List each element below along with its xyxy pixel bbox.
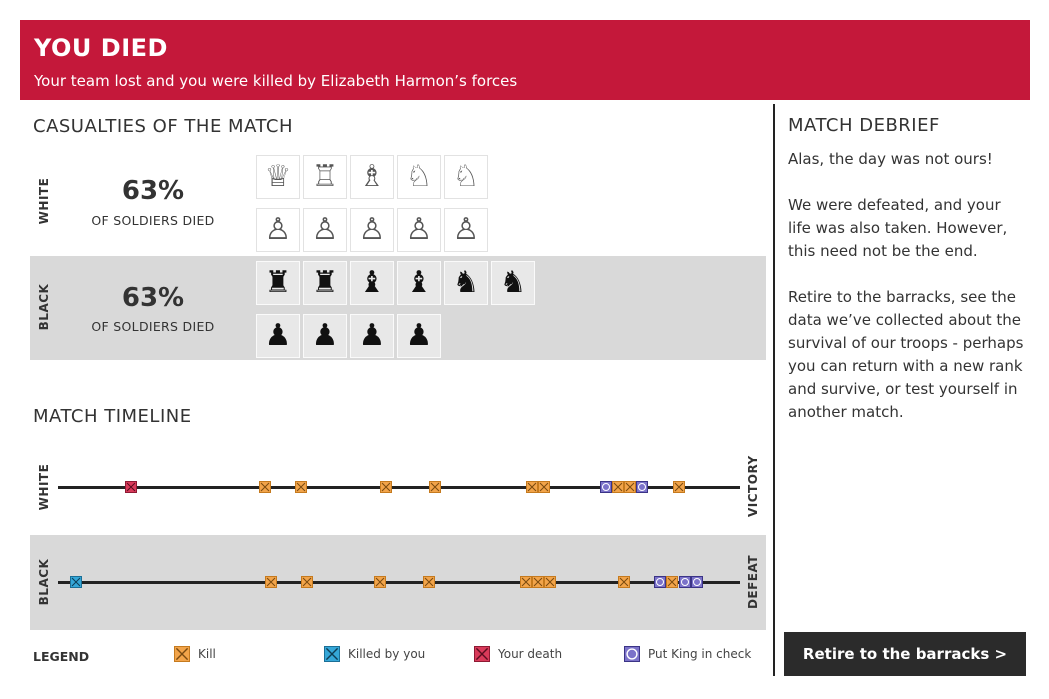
legend-your-death: Your death	[474, 646, 562, 662]
black-rook-piece-icon: ♜	[303, 261, 347, 305]
white-knight-piece-icon: ♘	[397, 155, 441, 199]
killed-by-you-marker-icon	[324, 646, 340, 662]
legend-your-death-label: Your death	[498, 647, 563, 661]
black-pawn-piece-icon: ♟	[256, 314, 300, 358]
white-pawn-piece-icon: ♙	[397, 208, 441, 252]
white-kill-marker-icon	[429, 481, 441, 493]
black-bishop-piece-icon: ♝	[350, 261, 394, 305]
black-kill-marker-icon	[423, 576, 435, 588]
white-king-check-marker-icon	[600, 481, 612, 493]
black-kill-marker-icon	[374, 576, 386, 588]
legend-kill: Kill	[174, 646, 216, 662]
white-king-check-marker-icon	[636, 481, 648, 493]
debrief-title: MATCH DEBRIEF	[788, 115, 940, 136]
black-timeline-label: BLACK	[37, 558, 51, 606]
black-kill-marker-icon	[301, 576, 313, 588]
black-king-check-marker-icon	[679, 576, 691, 588]
black-king-check-marker-icon	[654, 576, 666, 588]
black-rook-piece-icon: ♜	[256, 261, 300, 305]
legend-title: LEGEND	[33, 649, 90, 664]
black-knight-piece-icon: ♞	[444, 261, 488, 305]
white-knight-piece-icon: ♘	[444, 155, 488, 199]
black-casualties-label: BLACK	[37, 283, 51, 331]
legend-check-label: Put King in check	[648, 647, 752, 661]
retire-to-barracks-button[interactable]: Retire to the barracks >	[784, 632, 1026, 676]
black-knight-piece-icon: ♞	[491, 261, 535, 305]
casualties-title: CASUALTIES OF THE MATCH	[33, 116, 294, 137]
legend-kill-label: Kill	[198, 647, 216, 661]
debrief-paragraph-1: Alas, the day was not ours!	[788, 150, 993, 168]
black-kill-marker-icon	[666, 576, 678, 588]
white-kill-marker-icon	[612, 481, 624, 493]
black-kill-marker-icon	[532, 576, 544, 588]
black-pawn-piece-icon: ♟	[303, 314, 347, 358]
white-kill-marker-icon	[380, 481, 392, 493]
black-pawn-piece-icon: ♟	[350, 314, 394, 358]
white-timeline-label: WHITE	[37, 463, 51, 511]
white-kill-marker-icon	[624, 481, 636, 493]
debrief-paragraph-2: We were defeated, and your life was also…	[788, 196, 1008, 260]
white-your-death-marker-icon	[125, 481, 137, 493]
white-queen-piece-icon: ♕	[256, 155, 300, 199]
kill-marker-icon	[174, 646, 190, 662]
legend-killed-by-you: Killed by you	[324, 646, 425, 662]
column-divider	[773, 104, 775, 676]
debrief-paragraph-3: Retire to the barracks, see the data we’…	[788, 288, 1024, 421]
white-timeline-line	[58, 486, 740, 489]
white-pawn-piece-icon: ♙	[444, 208, 488, 252]
black-timeline-end-label: DEFEAT	[746, 554, 760, 610]
black-king-check-marker-icon	[691, 576, 703, 588]
black-pawn-piece-icon: ♟	[397, 314, 441, 358]
white-casualties-label: WHITE	[37, 177, 51, 225]
white-casualty-percent: 63%	[121, 176, 185, 206]
white-bishop-piece-icon: ♗	[350, 155, 394, 199]
black-timeline-line	[58, 581, 740, 584]
legend-check: Put King in check	[624, 646, 751, 662]
black-casualty-percent: 63%	[121, 283, 185, 313]
black-kill-marker-icon	[265, 576, 277, 588]
white-kill-marker-icon	[259, 481, 271, 493]
black-kill-marker-icon	[520, 576, 532, 588]
black-killed-by-you-marker-icon	[70, 576, 82, 588]
legend-killed-by-you-label: Killed by you	[348, 647, 426, 661]
black-casualty-percent-label: OF SOLDIERS DIED	[91, 319, 215, 334]
white-rook-piece-icon: ♖	[303, 155, 347, 199]
white-kill-marker-icon	[538, 481, 550, 493]
white-kill-marker-icon	[673, 481, 685, 493]
white-pawn-piece-icon: ♙	[350, 208, 394, 252]
result-title: YOU DIED	[34, 34, 168, 62]
black-kill-marker-icon	[618, 576, 630, 588]
debrief-text: Alas, the day was not ours! We were defe…	[788, 148, 1028, 447]
death-marker-icon	[474, 646, 490, 662]
result-subtitle: Your team lost and you were killed by El…	[34, 72, 518, 90]
black-kill-marker-icon	[544, 576, 556, 588]
white-casualty-percent-label: OF SOLDIERS DIED	[91, 213, 215, 228]
white-kill-marker-icon	[526, 481, 538, 493]
white-kill-marker-icon	[295, 481, 307, 493]
black-bishop-piece-icon: ♝	[397, 261, 441, 305]
white-timeline-end-label: VICTORY	[746, 455, 760, 517]
result-banner: YOU DIED Your team lost and you were kil…	[20, 20, 1030, 100]
timeline-title: MATCH TIMELINE	[33, 406, 192, 427]
white-pawn-piece-icon: ♙	[303, 208, 347, 252]
white-pawn-piece-icon: ♙	[256, 208, 300, 252]
check-marker-icon	[624, 646, 640, 662]
